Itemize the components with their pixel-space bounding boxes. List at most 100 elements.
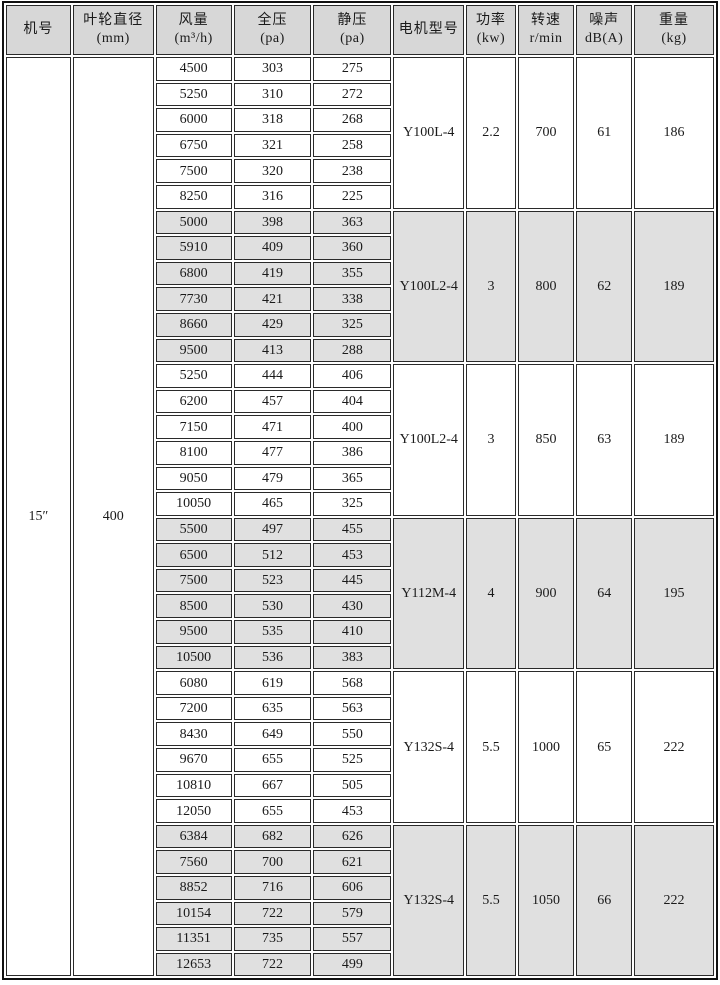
table-row: 7200 635 563 [6, 696, 714, 721]
cell-speed: 700 [517, 57, 575, 209]
table-row: 9500 535 410 [6, 620, 714, 644]
table-row: 7150 471 400 [6, 415, 714, 439]
cell-airflow: 5500 [155, 517, 232, 542]
cell-airflow: 8660 [155, 312, 232, 337]
table-row: 7730 421 338 [6, 287, 714, 311]
cell-total-pressure: 316 [233, 184, 312, 209]
table-row: 7500 320 238 [6, 159, 714, 183]
table-row: 5910 409 360 [6, 236, 714, 260]
cell-airflow: 8500 [155, 594, 232, 619]
header-cell-power: 功率 (kw) [466, 5, 516, 55]
cell-airflow: 9500 [155, 620, 232, 644]
header-cell-total-pressure: 全压 (pa) [233, 5, 312, 55]
cell-airflow: 8100 [155, 440, 232, 465]
table-row: 8250 316 225 [6, 184, 714, 209]
header-label: 叶轮直径 [83, 13, 144, 28]
cell-airflow: 5910 [155, 236, 232, 260]
header-unit: r/min [529, 31, 563, 46]
cell-power: 5.5 [466, 824, 516, 977]
cell-weight: 189 [634, 210, 714, 363]
cell-impeller-diameter: 400 [72, 57, 154, 977]
cell-total-pressure: 465 [233, 492, 312, 516]
header-label: 全压 [257, 13, 288, 28]
header-label: 噪声 [589, 13, 620, 28]
table-row: 12653 722 499 [6, 952, 714, 977]
header-unit: (mm) [96, 31, 130, 46]
cell-airflow: 7500 [155, 159, 232, 183]
header-cell-static-pressure: 静压 (pa) [313, 5, 392, 55]
header-row: 机号 叶轮直径 (mm) 风量 (m³/h) 全压 (pa) 静压 (pa) 电机型号 功率 (kw)… [6, 5, 714, 55]
cell-static-pressure: 499 [313, 952, 392, 977]
cell-noise: 66 [576, 824, 633, 977]
cell-weight: 222 [634, 671, 714, 823]
cell-airflow: 6000 [155, 108, 232, 132]
cell-total-pressure: 318 [233, 108, 312, 132]
cell-static-pressure: 563 [313, 696, 392, 721]
cell-total-pressure: 457 [233, 389, 312, 414]
cell-static-pressure: 360 [313, 236, 392, 260]
header-label: 重量 [659, 13, 689, 28]
table-row: 6800 419 355 [6, 261, 714, 286]
cell-airflow: 7560 [155, 850, 232, 874]
table-row: 6080 619 568 Y132S-4 5.5 1000 65 222 [6, 671, 714, 823]
table-row: 6750 321 258 [6, 133, 714, 158]
header-label: 机号 [23, 22, 54, 37]
header-cell-speed: 转速 r/min [517, 5, 575, 55]
cell-static-pressure: 410 [313, 620, 392, 644]
header-unit: (pa) [260, 31, 285, 46]
cell-airflow: 6200 [155, 389, 232, 414]
cell-total-pressure: 310 [233, 82, 312, 107]
cell-static-pressure: 325 [313, 492, 392, 516]
cell-total-pressure: 716 [233, 876, 312, 900]
cell-total-pressure: 535 [233, 620, 312, 644]
cell-total-pressure: 649 [233, 722, 312, 747]
cell-static-pressure: 386 [313, 440, 392, 465]
cell-speed: 900 [517, 517, 575, 670]
cell-static-pressure: 355 [313, 261, 392, 286]
cell-weight: 189 [634, 364, 714, 516]
cell-airflow: 7150 [155, 415, 232, 439]
cell-total-pressure: 523 [233, 568, 312, 593]
cell-static-pressure: 550 [313, 722, 392, 747]
cell-total-pressure: 303 [233, 57, 312, 81]
cell-static-pressure: 430 [313, 594, 392, 619]
header-cell-airflow: 风量 (m³/h) [155, 5, 232, 55]
header-unit: (m³/h) [174, 31, 213, 46]
table-row: 8500 530 430 [6, 594, 714, 619]
cell-static-pressure: 400 [313, 415, 392, 439]
cell-static-pressure: 288 [313, 338, 392, 363]
table-row: 5500 497 455 Y112M-4 4 900 64 195 [6, 517, 714, 670]
cell-total-pressure: 421 [233, 287, 312, 311]
cell-static-pressure: 238 [313, 159, 392, 183]
cell-airflow: 9500 [155, 338, 232, 363]
cell-airflow: 12050 [155, 799, 232, 823]
header-label: 功率 [475, 13, 506, 28]
cell-airflow: 10500 [155, 645, 232, 670]
cell-power: 3 [466, 364, 516, 516]
cell-static-pressure: 568 [313, 671, 392, 695]
table-row: 10050 465 325 [6, 492, 714, 516]
cell-total-pressure: 655 [233, 748, 312, 772]
cell-power: 4 [466, 517, 516, 670]
header-cell-weight: 重量 (kg) [634, 5, 714, 55]
cell-airflow: 7500 [155, 568, 232, 593]
cell-total-pressure: 398 [233, 210, 312, 235]
table-row: 7500 523 445 [6, 568, 714, 593]
table-row: 5250 310 272 [6, 82, 714, 107]
cell-airflow: 7200 [155, 696, 232, 721]
table-row: 7560 700 621 [6, 850, 714, 874]
cell-total-pressure: 419 [233, 261, 312, 286]
cell-airflow: 7730 [155, 287, 232, 311]
cell-airflow: 4500 [155, 57, 232, 81]
cell-airflow: 12653 [155, 952, 232, 977]
table-row: 8100 477 386 [6, 440, 714, 465]
cell-static-pressure: 363 [313, 210, 392, 235]
cell-airflow: 8250 [155, 184, 232, 209]
table-row: 6000 318 268 [6, 108, 714, 132]
cell-static-pressure: 525 [313, 748, 392, 772]
cell-motor-model: Y100L2-4 [393, 210, 465, 363]
cell-airflow: 8852 [155, 876, 232, 900]
cell-static-pressure: 626 [313, 824, 392, 849]
table-row: 10154 722 579 [6, 901, 714, 926]
table-row: 5000 398 363 Y100L2-4 3 800 62 189 [6, 210, 714, 363]
